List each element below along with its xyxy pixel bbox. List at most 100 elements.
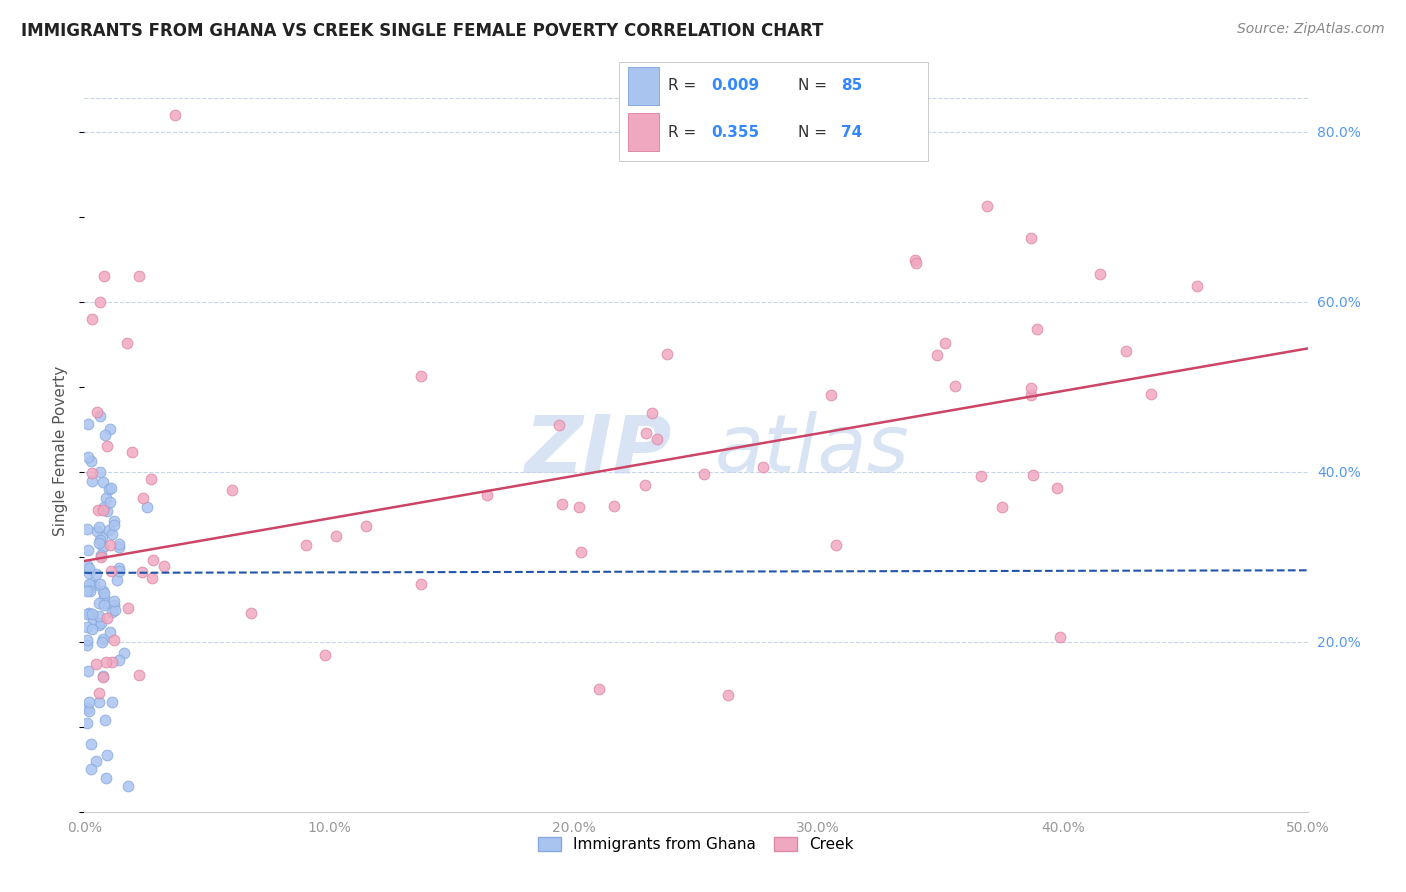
Point: [79, 454, 101, 468]
Point: [87, 503, 110, 517]
Point: [314, 648, 336, 662]
Point: [76, 607, 98, 621]
Point: [820, 388, 842, 402]
Point: [641, 406, 664, 420]
Point: [80, 762, 103, 776]
Bar: [628, 113, 659, 151]
Point: [93, 586, 115, 600]
Point: [89, 294, 111, 309]
Point: [90, 548, 112, 562]
Point: [904, 256, 927, 270]
Point: [103, 594, 125, 608]
Point: [76, 620, 98, 634]
Point: [80, 467, 103, 481]
Point: [717, 688, 740, 702]
Point: [693, 467, 716, 481]
Point: [86, 405, 108, 419]
Y-axis label: Single Female Poverty: Single Female Poverty: [53, 366, 69, 535]
Point: [89, 576, 111, 591]
Point: [94, 428, 117, 442]
Point: [77, 450, 100, 465]
Point: [100, 605, 122, 619]
Point: [89, 409, 111, 424]
Point: [91, 531, 114, 545]
Point: [100, 526, 122, 541]
Point: [87, 596, 110, 610]
Point: [93, 599, 115, 613]
Point: [132, 491, 155, 505]
Point: [108, 540, 131, 554]
Point: [634, 425, 657, 440]
Point: [112, 646, 135, 660]
Text: ZIP: ZIP: [524, 411, 672, 490]
Point: [93, 500, 115, 514]
Point: [1140, 386, 1163, 401]
Point: [96, 611, 118, 625]
Point: [98, 482, 121, 496]
Point: [93, 596, 115, 610]
Legend: Immigrants from Ghana, Creek: Immigrants from Ghana, Creek: [531, 830, 860, 858]
Point: [103, 515, 125, 529]
Point: [1049, 630, 1071, 644]
Point: [634, 478, 657, 492]
Point: [76, 521, 98, 535]
Point: [240, 607, 263, 621]
Point: [76, 542, 98, 557]
Point: [89, 465, 111, 479]
Point: [87, 618, 110, 632]
Point: [647, 433, 669, 447]
Point: [1185, 278, 1208, 293]
Point: [82, 474, 104, 488]
Point: [128, 269, 150, 284]
Point: [411, 368, 433, 383]
Point: [91, 475, 114, 490]
Point: [77, 665, 100, 679]
Point: [91, 584, 114, 599]
Point: [80, 578, 103, 592]
Text: 85: 85: [841, 78, 863, 94]
Point: [82, 612, 104, 626]
Point: [550, 497, 572, 511]
Point: [80, 607, 103, 621]
Point: [752, 459, 775, 474]
Point: [548, 418, 571, 433]
Text: IMMIGRANTS FROM GHANA VS CREEK SINGLE FEMALE POVERTY CORRELATION CHART: IMMIGRANTS FROM GHANA VS CREEK SINGLE FE…: [21, 22, 824, 40]
Point: [84, 754, 107, 768]
Point: [105, 573, 128, 587]
Point: [79, 704, 101, 718]
Text: 0.355: 0.355: [711, 125, 759, 140]
Point: [90, 549, 112, 564]
Point: [80, 311, 103, 326]
Point: [103, 599, 125, 613]
Point: [356, 518, 378, 533]
Point: [153, 558, 176, 573]
Point: [79, 561, 101, 575]
Point: [128, 668, 150, 682]
Point: [117, 779, 139, 793]
Point: [969, 468, 991, 483]
Bar: [628, 68, 659, 104]
Point: [142, 552, 165, 566]
Point: [603, 499, 626, 513]
Point: [139, 472, 162, 486]
Point: [98, 538, 121, 552]
Point: [1115, 344, 1137, 359]
Text: N =: N =: [799, 125, 832, 140]
Point: [1019, 388, 1042, 402]
Point: [103, 518, 125, 533]
Point: [121, 444, 143, 458]
Text: Source: ZipAtlas.com: Source: ZipAtlas.com: [1237, 22, 1385, 37]
Point: [165, 108, 187, 122]
Point: [96, 504, 118, 518]
Point: [86, 524, 108, 538]
Point: [87, 695, 110, 709]
Point: [943, 379, 966, 393]
Text: N =: N =: [799, 78, 832, 94]
Point: [84, 566, 107, 581]
Point: [1046, 481, 1069, 495]
Point: [104, 603, 127, 617]
Point: [1021, 231, 1043, 245]
Point: [84, 657, 107, 671]
Point: [101, 695, 124, 709]
Text: 0.009: 0.009: [711, 78, 759, 94]
